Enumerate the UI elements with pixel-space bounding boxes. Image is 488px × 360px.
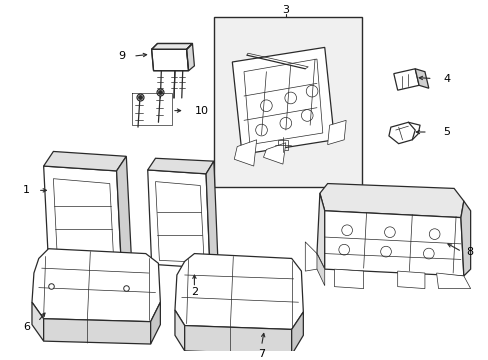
Text: 1: 1 <box>23 185 30 195</box>
Text: 6: 6 <box>23 321 30 332</box>
Polygon shape <box>175 310 184 351</box>
Text: 8: 8 <box>465 247 472 257</box>
Polygon shape <box>32 302 43 341</box>
Polygon shape <box>460 201 469 276</box>
Polygon shape <box>324 211 463 276</box>
Polygon shape <box>151 44 192 49</box>
Text: 7: 7 <box>258 349 264 359</box>
Polygon shape <box>234 140 256 166</box>
Polygon shape <box>327 120 346 145</box>
Polygon shape <box>32 249 160 322</box>
Polygon shape <box>43 152 126 171</box>
Polygon shape <box>232 48 334 154</box>
Text: 4: 4 <box>443 73 449 84</box>
Polygon shape <box>147 158 213 174</box>
Polygon shape <box>319 184 463 217</box>
Polygon shape <box>43 319 150 344</box>
Text: 10: 10 <box>194 105 208 116</box>
Polygon shape <box>334 269 363 289</box>
Polygon shape <box>388 122 414 144</box>
Text: 5: 5 <box>443 127 449 137</box>
Polygon shape <box>150 302 160 344</box>
Bar <box>278 140 287 149</box>
Text: 9: 9 <box>118 51 125 61</box>
Polygon shape <box>436 273 469 289</box>
Polygon shape <box>184 325 291 355</box>
Polygon shape <box>43 166 121 268</box>
Polygon shape <box>175 253 303 329</box>
Polygon shape <box>316 193 324 269</box>
Text: 3: 3 <box>282 5 289 15</box>
Polygon shape <box>397 271 424 289</box>
Polygon shape <box>147 170 209 268</box>
Polygon shape <box>291 312 303 355</box>
Polygon shape <box>414 69 428 88</box>
Bar <box>213 17 361 188</box>
Polygon shape <box>116 156 131 268</box>
Polygon shape <box>393 69 418 90</box>
Polygon shape <box>316 253 324 286</box>
Polygon shape <box>186 44 194 71</box>
Text: 2: 2 <box>190 288 198 297</box>
Polygon shape <box>205 161 217 268</box>
Polygon shape <box>263 143 285 164</box>
Polygon shape <box>151 49 188 71</box>
